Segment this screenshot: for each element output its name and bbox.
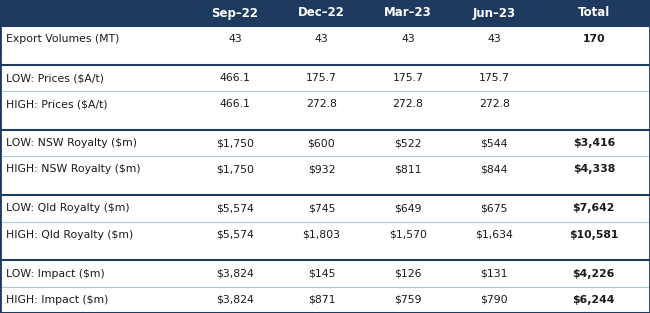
Text: $3,416: $3,416 — [573, 138, 615, 148]
Text: $522: $522 — [394, 138, 422, 148]
Text: $131: $131 — [480, 269, 508, 279]
Text: $544: $544 — [480, 138, 508, 148]
Text: $675: $675 — [480, 203, 508, 213]
Text: 170: 170 — [582, 34, 605, 44]
Bar — [0, 287, 650, 313]
Text: 43: 43 — [488, 34, 501, 44]
Text: $1,750: $1,750 — [216, 138, 254, 148]
Text: $649: $649 — [394, 203, 422, 213]
Text: LOW: Prices ($A/t): LOW: Prices ($A/t) — [6, 73, 104, 83]
Text: $5,574: $5,574 — [216, 230, 254, 240]
Text: 43: 43 — [228, 34, 242, 44]
Text: HIGH: Impact ($m): HIGH: Impact ($m) — [6, 295, 109, 305]
Text: $745: $745 — [307, 203, 335, 213]
Text: $1,570: $1,570 — [389, 230, 427, 240]
Text: 175.7: 175.7 — [306, 73, 337, 83]
Text: HIGH: Qld Royalty ($m): HIGH: Qld Royalty ($m) — [6, 230, 133, 240]
Text: 466.1: 466.1 — [220, 73, 250, 83]
Text: $1,750: $1,750 — [216, 165, 254, 175]
Bar — [0, 156, 650, 183]
Text: 272.8: 272.8 — [393, 99, 423, 109]
Text: $4,338: $4,338 — [573, 165, 615, 175]
Text: 175.7: 175.7 — [479, 73, 510, 83]
Text: $6,244: $6,244 — [573, 295, 615, 305]
Text: $790: $790 — [480, 295, 508, 305]
Bar — [0, 248, 650, 260]
Text: 43: 43 — [315, 34, 328, 44]
Bar — [0, 260, 650, 287]
Text: HIGH: Prices ($A/t): HIGH: Prices ($A/t) — [6, 99, 108, 109]
Text: $126: $126 — [394, 269, 422, 279]
Text: LOW: Impact ($m): LOW: Impact ($m) — [6, 269, 105, 279]
Text: Export Volumes (MT): Export Volumes (MT) — [6, 34, 120, 44]
Text: $4,226: $4,226 — [573, 269, 615, 279]
Text: Sep–22: Sep–22 — [211, 7, 259, 19]
Bar — [0, 183, 650, 195]
Text: 272.8: 272.8 — [306, 99, 337, 109]
Text: $3,824: $3,824 — [216, 295, 254, 305]
Text: Total: Total — [578, 7, 610, 19]
Text: $844: $844 — [480, 165, 508, 175]
Text: $1,634: $1,634 — [475, 230, 514, 240]
Bar — [0, 52, 650, 65]
Text: Jun–23: Jun–23 — [473, 7, 516, 19]
Text: 272.8: 272.8 — [479, 99, 510, 109]
Text: 175.7: 175.7 — [393, 73, 423, 83]
Text: 43: 43 — [401, 34, 415, 44]
Text: LOW: Qld Royalty ($m): LOW: Qld Royalty ($m) — [6, 203, 129, 213]
Text: 466.1: 466.1 — [220, 99, 250, 109]
Text: $3,824: $3,824 — [216, 269, 254, 279]
Bar — [0, 130, 650, 156]
Text: HIGH: NSW Royalty ($m): HIGH: NSW Royalty ($m) — [6, 165, 140, 175]
Text: $811: $811 — [394, 165, 422, 175]
Text: $10,581: $10,581 — [569, 230, 618, 240]
Bar — [0, 195, 650, 222]
Text: $5,574: $5,574 — [216, 203, 254, 213]
Bar — [0, 117, 650, 130]
Text: $871: $871 — [307, 295, 335, 305]
Bar — [0, 0, 650, 26]
Bar — [0, 65, 650, 91]
Text: $1,803: $1,803 — [302, 230, 341, 240]
Bar — [0, 222, 650, 248]
Text: Dec–22: Dec–22 — [298, 7, 345, 19]
Text: $600: $600 — [307, 138, 335, 148]
Bar — [0, 26, 650, 52]
Text: $145: $145 — [307, 269, 335, 279]
Bar — [0, 91, 650, 117]
Text: $932: $932 — [307, 165, 335, 175]
Text: $759: $759 — [394, 295, 422, 305]
Text: $7,642: $7,642 — [573, 203, 615, 213]
Text: LOW: NSW Royalty ($m): LOW: NSW Royalty ($m) — [6, 138, 137, 148]
Text: Mar–23: Mar–23 — [384, 7, 432, 19]
